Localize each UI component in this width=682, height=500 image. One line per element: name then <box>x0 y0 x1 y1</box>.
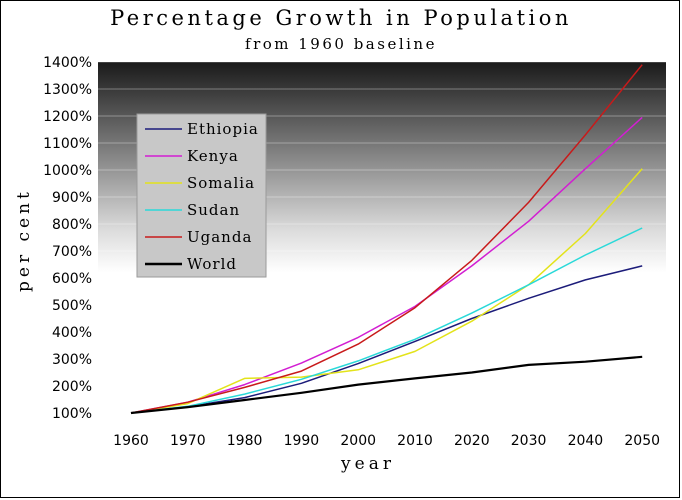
legend-box <box>136 113 267 278</box>
x-tick-label: 2020 <box>454 433 490 449</box>
series-line-somalia <box>130 168 643 414</box>
y-tick-label: 1300% <box>43 82 92 98</box>
x-axis-ticks: 1960 1970 1980 1990 2000 2010 2020 2030 2040 2050 <box>113 433 660 449</box>
legend-label: Kenya <box>187 147 239 165</box>
y-axis-label: per cent <box>14 188 34 292</box>
x-tick-label: 2050 <box>624 433 660 449</box>
y-axis-ticks: 100% 200% 300% 400% 500% 600% 700% 800% 900% 1000… <box>43 55 92 422</box>
y-tick-label: 600% <box>52 271 92 287</box>
legend-label: Ethiopia <box>187 120 259 138</box>
x-tick-label: 2000 <box>340 433 376 449</box>
x-tick-label: 2010 <box>397 433 433 449</box>
y-tick-label: 400% <box>52 325 92 341</box>
x-axis-label: year <box>341 454 395 474</box>
y-tick-label: 1000% <box>43 163 92 179</box>
series-line-world <box>130 355 643 415</box>
x-tick-label: 1990 <box>284 433 320 449</box>
x-tick-label: 2040 <box>568 433 604 449</box>
y-tick-label: 300% <box>52 352 92 368</box>
gridlines <box>98 61 666 387</box>
x-tick-label: 1980 <box>227 433 263 449</box>
series-line-kenya <box>130 116 643 414</box>
series-line-ethiopia <box>130 265 643 414</box>
y-tick-label: 1200% <box>43 109 92 125</box>
series-line-sudan <box>130 227 643 414</box>
x-tick-label: 1960 <box>113 433 149 449</box>
y-tick-label: 100% <box>52 406 92 422</box>
series-lines <box>130 64 643 415</box>
y-tick-label: 200% <box>52 379 92 395</box>
legend-label: Uganda <box>187 228 252 246</box>
y-tick-label: 1400% <box>43 55 92 71</box>
legend-label: Sudan <box>187 201 240 219</box>
legend-label: Somalia <box>187 174 255 192</box>
y-tick-label: 700% <box>52 244 92 260</box>
legend: Ethiopia Kenya Somalia Sudan Uganda World <box>136 113 267 278</box>
y-tick-label: 900% <box>52 190 92 206</box>
series-line-uganda <box>130 64 643 414</box>
chart-subtitle: from 1960 baseline <box>245 35 437 53</box>
y-tick-label: 500% <box>52 298 92 314</box>
y-tick-label: 800% <box>52 217 92 233</box>
legend-label: World <box>187 255 237 273</box>
x-tick-label: 1970 <box>170 433 206 449</box>
y-tick-label: 1100% <box>43 136 92 152</box>
x-tick-label: 2030 <box>511 433 547 449</box>
chart-title: Percentage Growth in Population <box>110 6 572 30</box>
